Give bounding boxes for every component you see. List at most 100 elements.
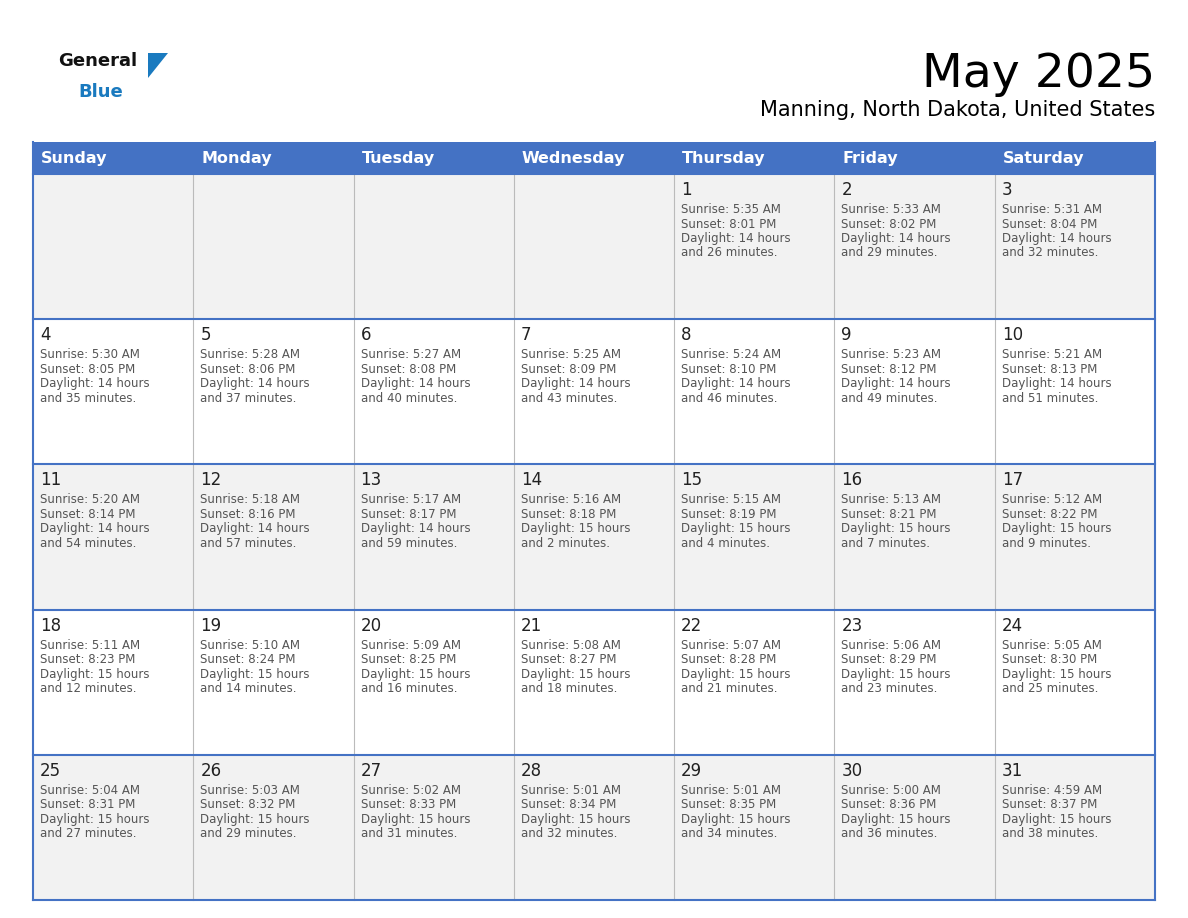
Text: Sunrise: 5:35 AM: Sunrise: 5:35 AM	[681, 203, 781, 216]
Text: and 32 minutes.: and 32 minutes.	[1001, 247, 1098, 260]
Text: Sunset: 8:25 PM: Sunset: 8:25 PM	[361, 653, 456, 666]
Text: Sunset: 8:08 PM: Sunset: 8:08 PM	[361, 363, 456, 375]
Text: and 9 minutes.: and 9 minutes.	[1001, 537, 1091, 550]
Text: and 16 minutes.: and 16 minutes.	[361, 682, 457, 695]
Text: Sunrise: 5:17 AM: Sunrise: 5:17 AM	[361, 493, 461, 507]
Text: Sunset: 8:18 PM: Sunset: 8:18 PM	[520, 508, 617, 521]
Text: Daylight: 14 hours: Daylight: 14 hours	[841, 377, 952, 390]
Text: 11: 11	[40, 472, 62, 489]
Text: Monday: Monday	[201, 151, 272, 165]
Text: Sunrise: 5:25 AM: Sunrise: 5:25 AM	[520, 348, 621, 361]
Text: Sunset: 8:10 PM: Sunset: 8:10 PM	[681, 363, 777, 375]
Text: Sunset: 8:36 PM: Sunset: 8:36 PM	[841, 799, 937, 812]
Text: Sunset: 8:34 PM: Sunset: 8:34 PM	[520, 799, 617, 812]
Text: and 32 minutes.: and 32 minutes.	[520, 827, 618, 840]
Text: Sunset: 8:04 PM: Sunset: 8:04 PM	[1001, 218, 1097, 230]
Text: 14: 14	[520, 472, 542, 489]
Text: Daylight: 15 hours: Daylight: 15 hours	[681, 812, 791, 826]
Text: Sunday: Sunday	[42, 151, 107, 165]
Text: Daylight: 14 hours: Daylight: 14 hours	[1001, 232, 1111, 245]
Text: and 25 minutes.: and 25 minutes.	[1001, 682, 1098, 695]
Text: and 27 minutes.: and 27 minutes.	[40, 827, 137, 840]
Text: Sunrise: 5:28 AM: Sunrise: 5:28 AM	[201, 348, 301, 361]
Bar	[33, 319, 1155, 465]
Text: Sunset: 8:28 PM: Sunset: 8:28 PM	[681, 653, 777, 666]
Text: Sunset: 8:29 PM: Sunset: 8:29 PM	[841, 653, 937, 666]
Text: Sunrise: 5:01 AM: Sunrise: 5:01 AM	[520, 784, 621, 797]
Text: and 18 minutes.: and 18 minutes.	[520, 682, 618, 695]
Text: Daylight: 15 hours: Daylight: 15 hours	[40, 667, 150, 680]
Text: and 23 minutes.: and 23 minutes.	[841, 682, 937, 695]
Text: 2: 2	[841, 181, 852, 199]
Text: Daylight: 15 hours: Daylight: 15 hours	[40, 812, 150, 826]
Text: Daylight: 15 hours: Daylight: 15 hours	[520, 667, 631, 680]
Text: and 36 minutes.: and 36 minutes.	[841, 827, 937, 840]
Text: Sunrise: 5:15 AM: Sunrise: 5:15 AM	[681, 493, 782, 507]
Text: Sunrise: 5:30 AM: Sunrise: 5:30 AM	[40, 348, 140, 361]
Text: and 40 minutes.: and 40 minutes.	[361, 392, 457, 405]
Bar	[33, 755, 1155, 900]
Text: Sunrise: 5:27 AM: Sunrise: 5:27 AM	[361, 348, 461, 361]
Text: 18: 18	[40, 617, 61, 634]
Text: Tuesday: Tuesday	[361, 151, 435, 165]
Text: Daylight: 14 hours: Daylight: 14 hours	[841, 232, 952, 245]
Text: Daylight: 15 hours: Daylight: 15 hours	[1001, 522, 1111, 535]
Text: Thursday: Thursday	[682, 151, 765, 165]
Text: Daylight: 15 hours: Daylight: 15 hours	[361, 667, 470, 680]
Text: 23: 23	[841, 617, 862, 634]
Text: Friday: Friday	[842, 151, 898, 165]
Text: 26: 26	[201, 762, 221, 779]
Text: Sunset: 8:12 PM: Sunset: 8:12 PM	[841, 363, 937, 375]
Text: Sunset: 8:31 PM: Sunset: 8:31 PM	[40, 799, 135, 812]
Text: and 38 minutes.: and 38 minutes.	[1001, 827, 1098, 840]
Text: Sunset: 8:01 PM: Sunset: 8:01 PM	[681, 218, 777, 230]
Text: Sunset: 8:16 PM: Sunset: 8:16 PM	[201, 508, 296, 521]
Text: 21: 21	[520, 617, 542, 634]
Text: 3: 3	[1001, 181, 1012, 199]
Text: Daylight: 14 hours: Daylight: 14 hours	[40, 377, 150, 390]
Text: Sunrise: 5:21 AM: Sunrise: 5:21 AM	[1001, 348, 1101, 361]
Text: and 46 minutes.: and 46 minutes.	[681, 392, 778, 405]
Text: and 14 minutes.: and 14 minutes.	[201, 682, 297, 695]
Text: Daylight: 15 hours: Daylight: 15 hours	[201, 812, 310, 826]
Text: 10: 10	[1001, 326, 1023, 344]
Text: Sunset: 8:37 PM: Sunset: 8:37 PM	[1001, 799, 1097, 812]
Text: Daylight: 15 hours: Daylight: 15 hours	[1001, 667, 1111, 680]
Text: Sunrise: 5:16 AM: Sunrise: 5:16 AM	[520, 493, 621, 507]
Text: 4: 4	[40, 326, 51, 344]
Text: Sunset: 8:22 PM: Sunset: 8:22 PM	[1001, 508, 1098, 521]
Text: Sunrise: 5:31 AM: Sunrise: 5:31 AM	[1001, 203, 1101, 216]
Text: Sunrise: 5:01 AM: Sunrise: 5:01 AM	[681, 784, 782, 797]
Text: Sunrise: 5:08 AM: Sunrise: 5:08 AM	[520, 639, 621, 652]
Text: and 59 minutes.: and 59 minutes.	[361, 537, 457, 550]
Polygon shape	[148, 53, 168, 78]
Text: Sunset: 8:35 PM: Sunset: 8:35 PM	[681, 799, 777, 812]
Text: and 4 minutes.: and 4 minutes.	[681, 537, 770, 550]
Text: Sunrise: 5:06 AM: Sunrise: 5:06 AM	[841, 639, 941, 652]
Text: Daylight: 15 hours: Daylight: 15 hours	[841, 812, 950, 826]
Text: Daylight: 14 hours: Daylight: 14 hours	[201, 377, 310, 390]
Text: Sunrise: 5:12 AM: Sunrise: 5:12 AM	[1001, 493, 1101, 507]
Text: 15: 15	[681, 472, 702, 489]
Text: and 35 minutes.: and 35 minutes.	[40, 392, 137, 405]
Text: 29: 29	[681, 762, 702, 779]
Text: Daylight: 14 hours: Daylight: 14 hours	[1001, 377, 1111, 390]
Text: and 26 minutes.: and 26 minutes.	[681, 247, 778, 260]
Text: and 57 minutes.: and 57 minutes.	[201, 537, 297, 550]
Text: Daylight: 15 hours: Daylight: 15 hours	[681, 522, 791, 535]
Text: General: General	[58, 52, 137, 70]
Text: 16: 16	[841, 472, 862, 489]
Text: Sunrise: 5:02 AM: Sunrise: 5:02 AM	[361, 784, 461, 797]
Text: Daylight: 15 hours: Daylight: 15 hours	[520, 522, 631, 535]
Text: Saturday: Saturday	[1003, 151, 1085, 165]
Text: 8: 8	[681, 326, 691, 344]
Text: and 21 minutes.: and 21 minutes.	[681, 682, 778, 695]
Text: Daylight: 15 hours: Daylight: 15 hours	[520, 812, 631, 826]
Bar	[33, 142, 1155, 174]
Text: Sunset: 8:21 PM: Sunset: 8:21 PM	[841, 508, 937, 521]
Text: 13: 13	[361, 472, 381, 489]
Text: Sunset: 8:17 PM: Sunset: 8:17 PM	[361, 508, 456, 521]
Text: Sunset: 8:06 PM: Sunset: 8:06 PM	[201, 363, 296, 375]
Text: 27: 27	[361, 762, 381, 779]
Text: Manning, North Dakota, United States: Manning, North Dakota, United States	[760, 100, 1155, 120]
